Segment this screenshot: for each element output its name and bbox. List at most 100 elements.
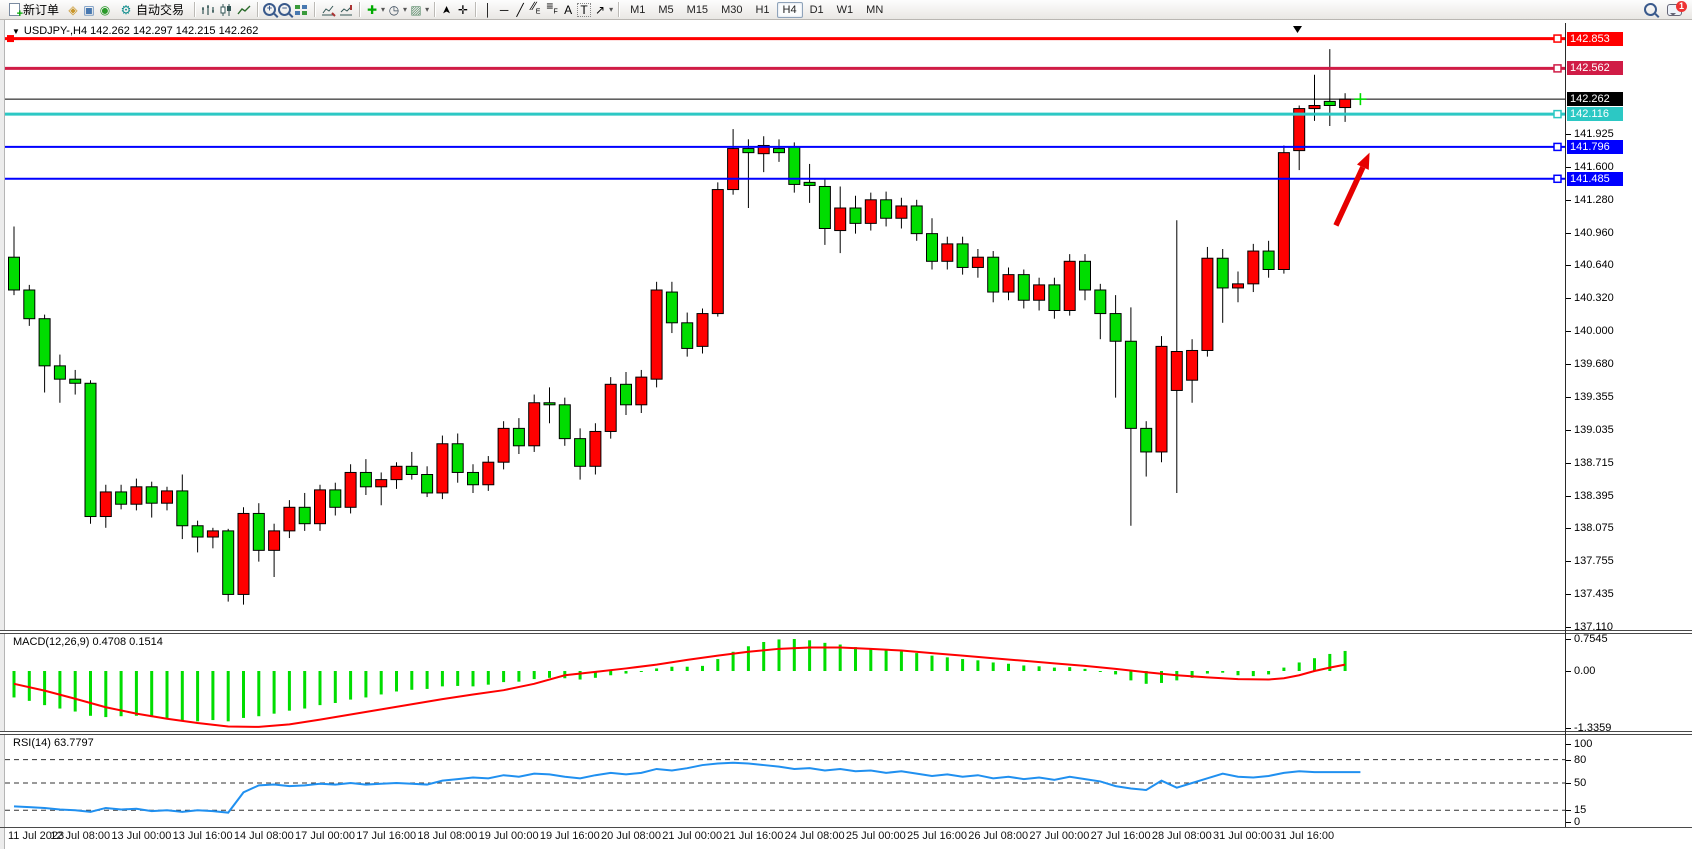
main-chart-pane[interactable] [5, 23, 1565, 630]
macd-histogram-bar [180, 671, 184, 721]
candle-body [359, 471, 372, 488]
candle-body [941, 243, 954, 262]
chat-icon[interactable]: 1 [1667, 0, 1687, 16]
candle-body [482, 461, 495, 486]
channel-tool-icon[interactable]: ∕∕E [531, 0, 541, 16]
time-axis[interactable]: 11 Jul 2023 12 Jul 08:00 13 Jul 00:00 13 Ju… [5, 830, 1565, 846]
zoom-in-icon[interactable]: + [263, 3, 279, 18]
add-indicator-icon[interactable]: ✚ [367, 2, 378, 17]
chart-title: ▼ USDJPY-,H4 142.262 142.297 142.215 142.… [12, 25, 259, 37]
hline-anchor[interactable] [7, 35, 14, 43]
macd-histogram-bar [242, 671, 245, 718]
macd-pane[interactable] [5, 633, 1565, 731]
macd-histogram-bar [486, 671, 490, 685]
strategy-tester-icon[interactable]: ◉ [99, 2, 111, 17]
price-tick-label: 141.925 [1566, 127, 1614, 140]
arrows-dropdown-icon[interactable]: ▾ [609, 5, 614, 14]
bar-chart-mode-icon[interactable] [200, 3, 216, 17]
pane-separator[interactable] [0, 731, 1692, 735]
timeframe-button-H4[interactable]: H4 [776, 1, 803, 18]
toolbar-separator [194, 2, 196, 17]
timeframe-button-M15[interactable]: M15 [686, 3, 709, 16]
vertical-line-tool-icon[interactable]: │ [484, 2, 492, 17]
timeframe-button-H1[interactable]: H1 [755, 3, 770, 16]
macd-histogram-bar [349, 671, 353, 700]
candle-body [956, 243, 969, 268]
tile-windows-icon[interactable] [293, 3, 309, 17]
timeframe-button-M30[interactable]: M30 [721, 3, 743, 16]
market-watch-icon[interactable]: ◈ [68, 2, 78, 17]
candle-body [467, 471, 479, 486]
hline-handle[interactable] [1553, 34, 1562, 43]
time-axis-label: 20 Jul 08:00 [601, 830, 661, 842]
indicator-window-icon[interactable] [320, 3, 336, 17]
rsi-pane[interactable] [5, 734, 1565, 827]
hline-handle[interactable] [1553, 109, 1562, 119]
pane-separator[interactable] [0, 630, 1692, 634]
line-chart-mode-icon[interactable] [236, 3, 252, 17]
add-indicator-dropdown-icon[interactable]: ▾ [381, 5, 386, 14]
macd-histogram-bar [502, 671, 506, 683]
arrows-tool-icon[interactable]: ↗ [595, 2, 606, 17]
time-axis-label: 21 Jul 16:00 [723, 830, 784, 842]
current-price-chip: 142.262 [1567, 92, 1623, 107]
macd-histogram-bar [1083, 668, 1087, 671]
chart-shift-icon[interactable] [338, 3, 354, 17]
hline-handle[interactable] [1553, 174, 1562, 184]
candle-body [222, 530, 235, 595]
chart-shift-marker[interactable] [1293, 26, 1302, 33]
candle-body [926, 233, 938, 262]
price-tick-label: 139.680 [1566, 357, 1614, 370]
macd-histogram-bar [272, 671, 276, 714]
period-dropdown-icon[interactable]: ▾ [403, 5, 408, 14]
candle-body [451, 443, 464, 473]
timeframe-button-M1[interactable]: M1 [630, 3, 646, 16]
hline-handle[interactable] [1553, 64, 1562, 73]
candle-body [635, 376, 648, 406]
cursor-tool-icon[interactable]: ➤ [441, 4, 454, 15]
new-order-button[interactable]: + 新订单 [4, 0, 64, 20]
price-tick-label: 139.035 [1566, 423, 1614, 436]
macd-histogram-bar [211, 671, 215, 721]
search-icon[interactable] [1644, 3, 1660, 18]
macd-histogram-bar [670, 666, 674, 671]
macd-histogram-bar [226, 671, 230, 722]
macd-histogram-bar [746, 646, 750, 671]
crosshair-tool-icon[interactable]: ✛ [458, 2, 469, 17]
period-clock-icon[interactable]: ◷ [388, 2, 400, 17]
price-scale[interactable]: 142.853 142.562 142.262 142.116 141.796 141.4… [1565, 23, 1692, 828]
arrow-annotation[interactable] [1333, 166, 1366, 227]
template-icon[interactable]: ▨ [410, 2, 422, 17]
timeframe-button-D1[interactable]: D1 [809, 3, 824, 16]
macd-histogram-bar [624, 671, 628, 674]
candle-body [1170, 351, 1183, 391]
candlestick-mode-icon[interactable] [218, 3, 234, 17]
data-window-icon[interactable]: ▣ [83, 2, 95, 17]
text-tool-icon[interactable]: A [564, 2, 573, 17]
label-tool-icon[interactable]: T [577, 2, 592, 17]
timeframe-button-MN[interactable]: MN [866, 3, 884, 16]
hline-handle[interactable] [1553, 142, 1562, 152]
chart-title-collapse-icon[interactable]: ▼ [12, 27, 20, 36]
trendline-tool-icon[interactable]: ╱ [516, 2, 524, 17]
candle-body [1079, 260, 1091, 291]
new-order-label: 新订单 [23, 2, 60, 17]
zoom-out-icon[interactable]: − [278, 3, 294, 18]
candle-body [206, 530, 219, 538]
macd-histogram-bar [854, 647, 857, 671]
macd-histogram-bar [548, 671, 551, 678]
toolbar-separator [618, 2, 620, 17]
auto-trading-button[interactable]: ⚙ 自动交易 [114, 0, 189, 20]
candle-body [84, 382, 97, 518]
candle-body [1293, 108, 1306, 152]
horizontal-line-tool-icon[interactable]: ─ [499, 2, 509, 17]
arrow-annotation-head[interactable] [1356, 152, 1370, 170]
timeframe-button-M5[interactable]: M5 [658, 3, 674, 16]
template-dropdown-icon[interactable]: ▾ [425, 5, 430, 14]
candle-body [711, 189, 724, 315]
timeframe-button-W1[interactable]: W1 [836, 3, 854, 16]
macd-histogram-bar [27, 671, 31, 701]
candle-body [620, 383, 632, 406]
fibonacci-tool-icon[interactable]: ≡F [546, 0, 558, 16]
macd-histogram-bar [257, 671, 261, 717]
